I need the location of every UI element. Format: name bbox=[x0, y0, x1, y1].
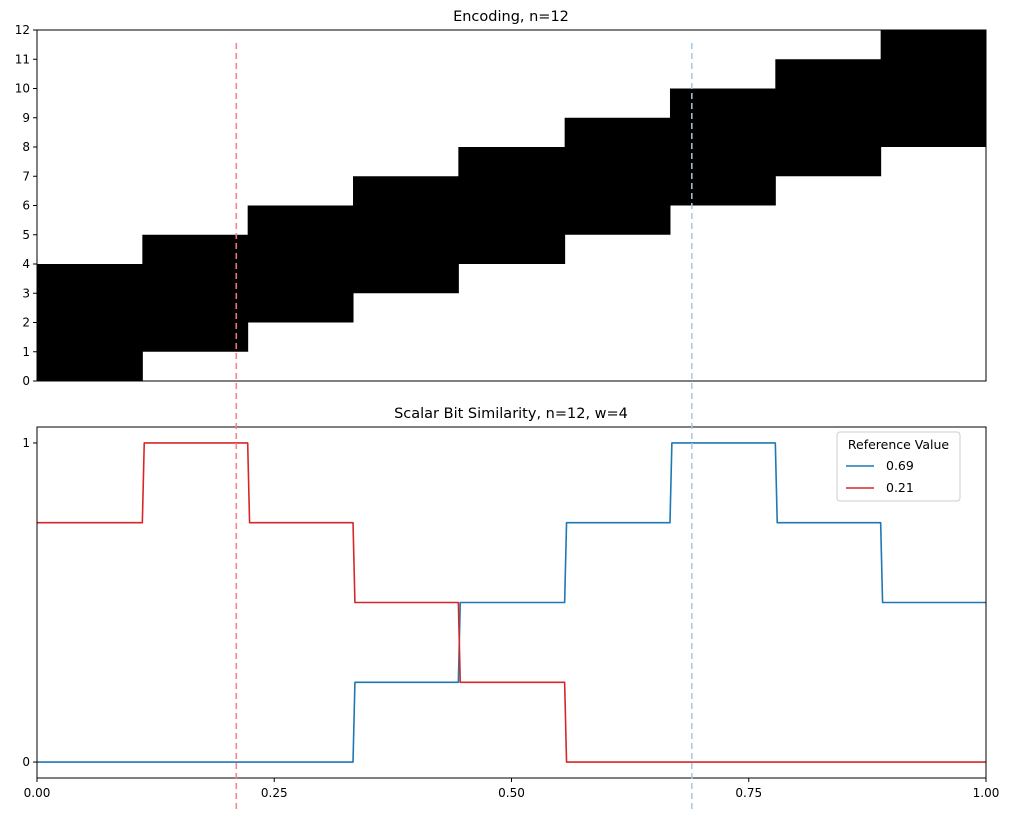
encoding-y-tick-label: 4 bbox=[22, 257, 30, 271]
similarity-x-tick-label: 0.00 bbox=[24, 786, 51, 800]
encoding-y-tick-label: 2 bbox=[22, 316, 30, 330]
similarity-lines bbox=[37, 442, 986, 763]
encoding-bar-4 bbox=[458, 147, 566, 264]
similarity-title: Scalar Bit Similarity, n=12, w=4 bbox=[394, 406, 628, 422]
encoding-y-tick-label: 6 bbox=[22, 199, 30, 213]
similarity-axes-frame bbox=[36, 426, 987, 779]
encoding-bar-0 bbox=[37, 264, 143, 381]
encoding-bars bbox=[37, 30, 987, 381]
encoding-bar-5 bbox=[564, 117, 671, 235]
similarity-y-tick-label: 1 bbox=[22, 436, 30, 450]
encoding-y-tick-label: 10 bbox=[15, 82, 30, 96]
similarity-y-ticks: 01 bbox=[22, 436, 37, 769]
similarity-series-line-0 bbox=[37, 442, 986, 763]
encoding-y-tick-label: 8 bbox=[22, 140, 30, 154]
similarity-x-tick-label: 0.50 bbox=[498, 786, 525, 800]
legend-box bbox=[836, 431, 961, 502]
encoding-bar-1 bbox=[142, 234, 249, 352]
similarity-series-line-1 bbox=[37, 442, 986, 763]
legend-title: Reference Value bbox=[848, 437, 950, 452]
encoding-y-tick-label: 7 bbox=[22, 169, 30, 183]
encoding-y-tick-label: 5 bbox=[22, 228, 30, 242]
encoding-y-tick-label: 12 bbox=[15, 23, 30, 37]
encoding-y-tick-label: 9 bbox=[22, 111, 30, 125]
similarity-x-tick-label: 0.25 bbox=[261, 786, 288, 800]
legend: Reference Value 0.69 0.21 bbox=[836, 431, 961, 502]
reference-lines bbox=[235, 43, 693, 812]
similarity-x-ticks: 0.00 0.25 0.50 0.75 1.00 bbox=[24, 778, 1000, 800]
encoding-y-tick-label: 3 bbox=[22, 286, 30, 300]
encoding-y-tick-label: 1 bbox=[22, 345, 30, 359]
encoding-axes-frame bbox=[36, 29, 987, 382]
encoding-bar-2 bbox=[247, 205, 354, 323]
legend-label-1: 0.21 bbox=[886, 480, 914, 495]
encoding-y-tick-label: 11 bbox=[15, 52, 30, 66]
legend-entries: 0.69 0.21 bbox=[846, 458, 914, 495]
encoding-bar-7 bbox=[775, 59, 882, 177]
encoding-bar-8 bbox=[880, 30, 987, 147]
similarity-panel: Scalar Bit Similarity, n=12, w=4 01 0.00… bbox=[22, 406, 999, 800]
similarity-x-tick-label: 0.75 bbox=[735, 786, 762, 800]
encoding-bar-3 bbox=[353, 176, 459, 294]
similarity-y-tick-label: 0 bbox=[22, 755, 30, 769]
encoding-bar-6 bbox=[669, 88, 776, 206]
similarity-x-tick-label: 1.00 bbox=[973, 786, 1000, 800]
legend-label-0: 0.69 bbox=[886, 458, 914, 473]
encoding-y-tick-label: 0 bbox=[22, 374, 30, 388]
encoding-title: Encoding, n=12 bbox=[453, 9, 569, 25]
